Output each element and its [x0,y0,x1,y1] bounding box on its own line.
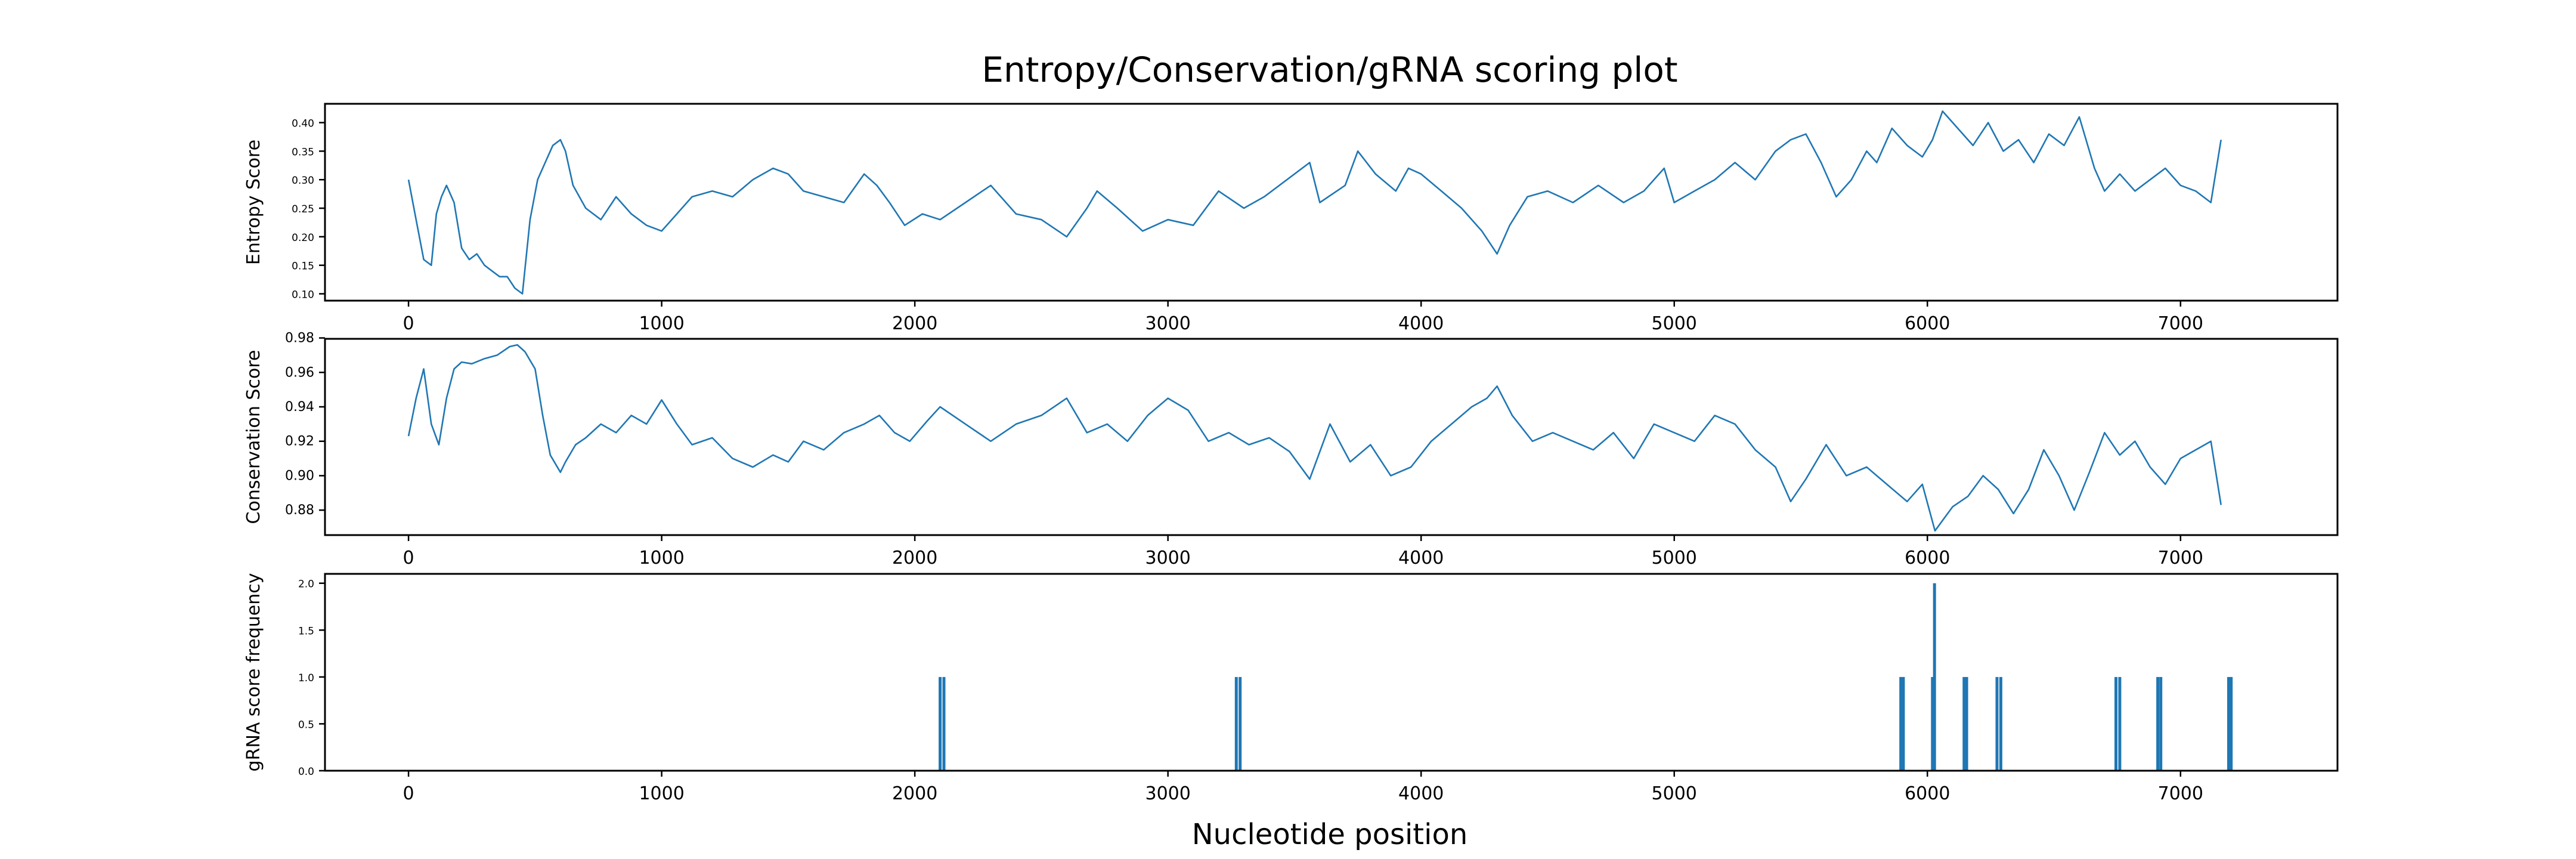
y-tick-label: 0.96 [285,365,314,380]
y-tick-label: 1.5 [298,625,314,637]
axes-frame [324,338,2339,536]
x-tick-label: 3000 [1145,313,1190,334]
x-tick-label: 1000 [639,313,684,334]
grna-bar [939,676,942,771]
y-axis-label: Entropy Score [243,140,264,265]
grna-bar [2156,676,2160,771]
y-tick-label: 0.40 [292,118,314,130]
grna-bar [1239,676,1242,771]
grna-bar [1931,676,1934,771]
y-tick-label: 0.25 [292,203,314,215]
x-tick-label: 2000 [892,548,937,568]
x-tick-label: 6000 [1905,313,1950,334]
grna-bar [2114,676,2117,771]
grna-bar [1999,676,2002,771]
grna-panel: 0 1000 2000 3000 4000 5000 6000 7000 0.0 0.5 1.0 1.… [243,573,2339,804]
grna-bar [2159,676,2163,771]
y-tick-label: 0.92 [285,434,314,449]
axes-frame [324,103,2339,302]
grna-bar [942,676,946,771]
x-tick-label: 7000 [2158,313,2203,334]
y-tick-label: 0.35 [292,146,314,158]
x-tick-label: 0 [403,548,414,568]
y-tick-label: 0.90 [285,468,314,483]
x-axis-label: Nucleotide position [1192,818,1468,851]
x-tick-label: 5000 [1652,313,1697,334]
grna-bar [2118,676,2122,771]
grna-bar [1899,676,1903,771]
grna-bar [2230,676,2233,771]
grna-bar [2227,676,2230,771]
chart-title: Entropy/Conservation/gRNA scoring plot [982,50,1677,90]
y-tick-label: 0.20 [292,232,314,244]
x-tick-label: 5000 [1652,548,1697,568]
y-tick-label: 0.10 [292,289,314,301]
x-tick-label: 3000 [1145,548,1190,568]
y-tick-label: 0.88 [285,503,314,518]
grna-bar [1933,583,1936,771]
x-tick-label: 5000 [1652,783,1697,804]
x-tick-label: 6000 [1905,548,1950,568]
x-tick-label: 0 [403,313,414,334]
y-tick-label: 0.0 [298,766,314,778]
y-tick-label: 0.98 [285,331,314,346]
x-tick-label: 4000 [1398,548,1444,568]
x-tick-label: 7000 [2158,548,2203,568]
x-tick-label: 0 [403,783,414,804]
x-tick-label: 3000 [1145,783,1190,804]
x-tick-label: 1000 [639,783,684,804]
y-tick-label: 2.0 [298,579,314,591]
y-axis-label: gRNA score frequency [243,573,264,771]
series-line [407,344,2222,532]
grna-bar [1995,676,1999,771]
x-tick-label: 1000 [639,548,684,568]
grna-bar [1962,676,1966,771]
axes-frame [324,573,2339,772]
conservation-panel: 0 1000 2000 3000 4000 5000 6000 7000 0.88 0.90 0.9… [243,331,2339,568]
grna-bar [1965,676,1968,771]
y-tick-label: 0.94 [285,400,314,415]
y-tick-label: 0.5 [298,719,314,731]
series-line [407,110,2222,295]
x-tick-label: 6000 [1905,783,1950,804]
y-tick-label: 1.0 [298,672,314,684]
x-tick-label: 2000 [892,783,937,804]
x-tick-label: 4000 [1398,313,1444,334]
x-tick-label: 7000 [2158,783,2203,804]
x-tick-label: 4000 [1398,783,1444,804]
grna-bar [1902,676,1905,771]
x-tick-label: 2000 [892,313,937,334]
grna-bar [1234,676,1238,771]
y-axis-label: Conservation Score [243,350,264,524]
y-tick-label: 0.15 [292,261,314,273]
y-tick-label: 0.30 [292,175,314,187]
entropy-panel: 0 1000 2000 3000 4000 5000 6000 7000 0.10 0.15 0.2… [243,103,2339,334]
